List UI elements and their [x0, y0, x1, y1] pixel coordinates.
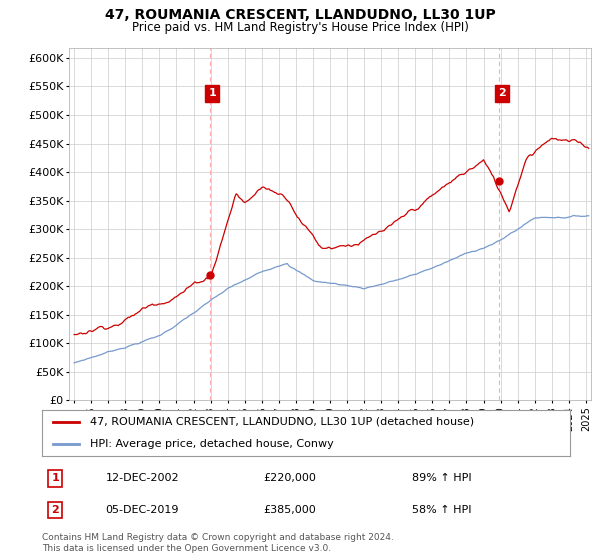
Text: Price paid vs. HM Land Registry's House Price Index (HPI): Price paid vs. HM Land Registry's House …	[131, 21, 469, 34]
Text: HPI: Average price, detached house, Conwy: HPI: Average price, detached house, Conw…	[89, 438, 333, 449]
Text: 12-DEC-2002: 12-DEC-2002	[106, 473, 179, 483]
Text: 47, ROUMANIA CRESCENT, LLANDUDNO, LL30 1UP: 47, ROUMANIA CRESCENT, LLANDUDNO, LL30 1…	[104, 8, 496, 22]
Text: 2: 2	[498, 88, 506, 99]
Text: 89% ↑ HPI: 89% ↑ HPI	[412, 473, 471, 483]
Text: 2: 2	[52, 505, 59, 515]
Text: 1: 1	[52, 473, 59, 483]
Text: £385,000: £385,000	[264, 505, 317, 515]
Text: Contains HM Land Registry data © Crown copyright and database right 2024.
This d: Contains HM Land Registry data © Crown c…	[42, 533, 394, 553]
Text: £220,000: £220,000	[264, 473, 317, 483]
Text: 1: 1	[208, 88, 216, 99]
Text: 47, ROUMANIA CRESCENT, LLANDUDNO, LL30 1UP (detached house): 47, ROUMANIA CRESCENT, LLANDUDNO, LL30 1…	[89, 417, 473, 427]
Text: 05-DEC-2019: 05-DEC-2019	[106, 505, 179, 515]
Text: 58% ↑ HPI: 58% ↑ HPI	[412, 505, 471, 515]
